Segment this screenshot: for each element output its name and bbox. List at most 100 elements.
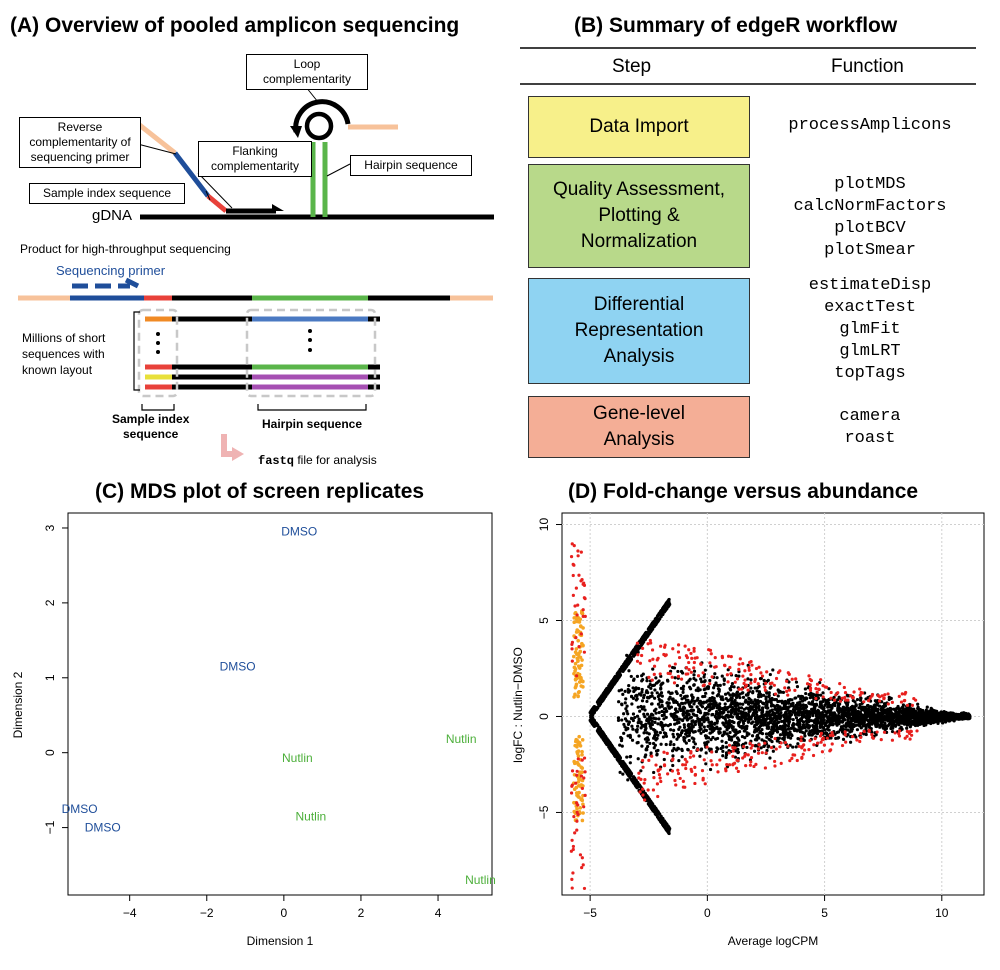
ma-point (591, 707, 595, 711)
ma-point (883, 721, 887, 725)
ma-point (774, 724, 779, 729)
mds-xtick-label: 4 (435, 906, 442, 920)
ma-point (671, 732, 675, 736)
ma-point-significant (858, 739, 862, 744)
ma-point-significant (646, 642, 650, 646)
ma-point-significant (720, 655, 725, 660)
ma-point-significant (868, 696, 872, 700)
ma-point (898, 719, 902, 723)
ma-point (605, 743, 609, 747)
ma-point (688, 728, 692, 732)
ma-point (760, 727, 764, 732)
ma-point (775, 730, 780, 734)
ma-ytick-label: −5 (537, 805, 551, 819)
ma-point (684, 694, 688, 699)
ma-point (711, 735, 715, 740)
ma-point (718, 705, 722, 710)
ma-point (760, 710, 765, 714)
ma-point (878, 713, 882, 717)
ma-point-significant (756, 751, 761, 755)
ma-point (764, 700, 769, 704)
ma-point (943, 712, 947, 716)
ma-point-zero (577, 675, 581, 680)
ma-point (622, 712, 626, 716)
ma-point (791, 701, 795, 706)
ma-point-significant (773, 736, 777, 741)
ma-point-significant (818, 734, 823, 738)
ma-point (623, 766, 628, 770)
ma-point (913, 710, 917, 714)
primer-peach-segment (135, 121, 177, 155)
ma-point (799, 694, 803, 698)
ma-point (901, 711, 905, 715)
ma-point (617, 700, 621, 704)
ma-point (661, 606, 665, 610)
ma-point (837, 709, 841, 714)
ma-point-significant (580, 856, 584, 860)
ma-ylabel: logFC : Nutlin−DMSO (511, 647, 525, 763)
ma-point (631, 780, 635, 784)
ma-point-significant (754, 762, 758, 766)
ma-point (631, 727, 635, 731)
ma-point (661, 728, 665, 732)
ma-point (796, 718, 800, 723)
ma-point-significant (582, 886, 587, 891)
ma-point (877, 704, 882, 708)
ma-point-significant (571, 844, 576, 849)
ma-point-zero (573, 669, 577, 673)
ma-point-significant (692, 660, 696, 665)
ma-point-significant (737, 687, 741, 691)
ma-point (676, 710, 680, 714)
ma-point (908, 721, 912, 726)
ma-point (681, 713, 685, 717)
ma-point-significant (570, 877, 574, 881)
ma-point (667, 598, 671, 602)
ma-point-significant (880, 694, 884, 698)
ma-point (608, 744, 612, 748)
ma-point-significant (659, 644, 663, 648)
ma-point-significant (640, 646, 645, 650)
ma-point (654, 711, 658, 715)
ma-point (794, 696, 798, 700)
ma-point (620, 718, 624, 722)
ma-point (847, 711, 851, 716)
ma-point (773, 707, 777, 711)
ma-point (634, 728, 638, 732)
ma-point (925, 717, 929, 721)
ma-point (639, 769, 643, 773)
sample-index-sequence-label: Sample index sequence (29, 183, 185, 204)
ma-point (715, 676, 719, 680)
ma-point-significant (582, 756, 587, 760)
ma-point (650, 683, 654, 688)
ma-point-significant (759, 671, 763, 675)
primer-blue-segment (173, 151, 210, 198)
ma-point (788, 717, 792, 721)
ma-point (677, 733, 681, 737)
ma-point-significant (834, 693, 838, 697)
ma-point-zero (575, 616, 579, 621)
ma-point (718, 731, 722, 735)
ma-point (689, 722, 694, 726)
ma-point (862, 708, 866, 712)
ma-point (843, 724, 848, 728)
ma-point (929, 721, 933, 726)
ma-point-significant (701, 778, 705, 782)
ma-point-significant (676, 768, 680, 772)
ma-point (720, 734, 725, 738)
ma-point (674, 707, 678, 711)
step-box-data-import: Data Import (528, 96, 750, 158)
ma-point (617, 754, 621, 758)
ma-point-significant (821, 695, 825, 699)
ma-point (783, 699, 787, 704)
ma-point-significant (577, 573, 581, 577)
ma-point-significant (748, 741, 752, 745)
ma-point (642, 705, 646, 709)
ma-point-significant (811, 753, 816, 758)
ma-point (652, 716, 656, 721)
ma-point (647, 718, 652, 722)
ma-point (652, 736, 656, 740)
ma-point (685, 713, 689, 717)
hairpin-dashed-box (245, 308, 377, 398)
ma-point (723, 692, 728, 696)
ma-point (911, 720, 915, 724)
